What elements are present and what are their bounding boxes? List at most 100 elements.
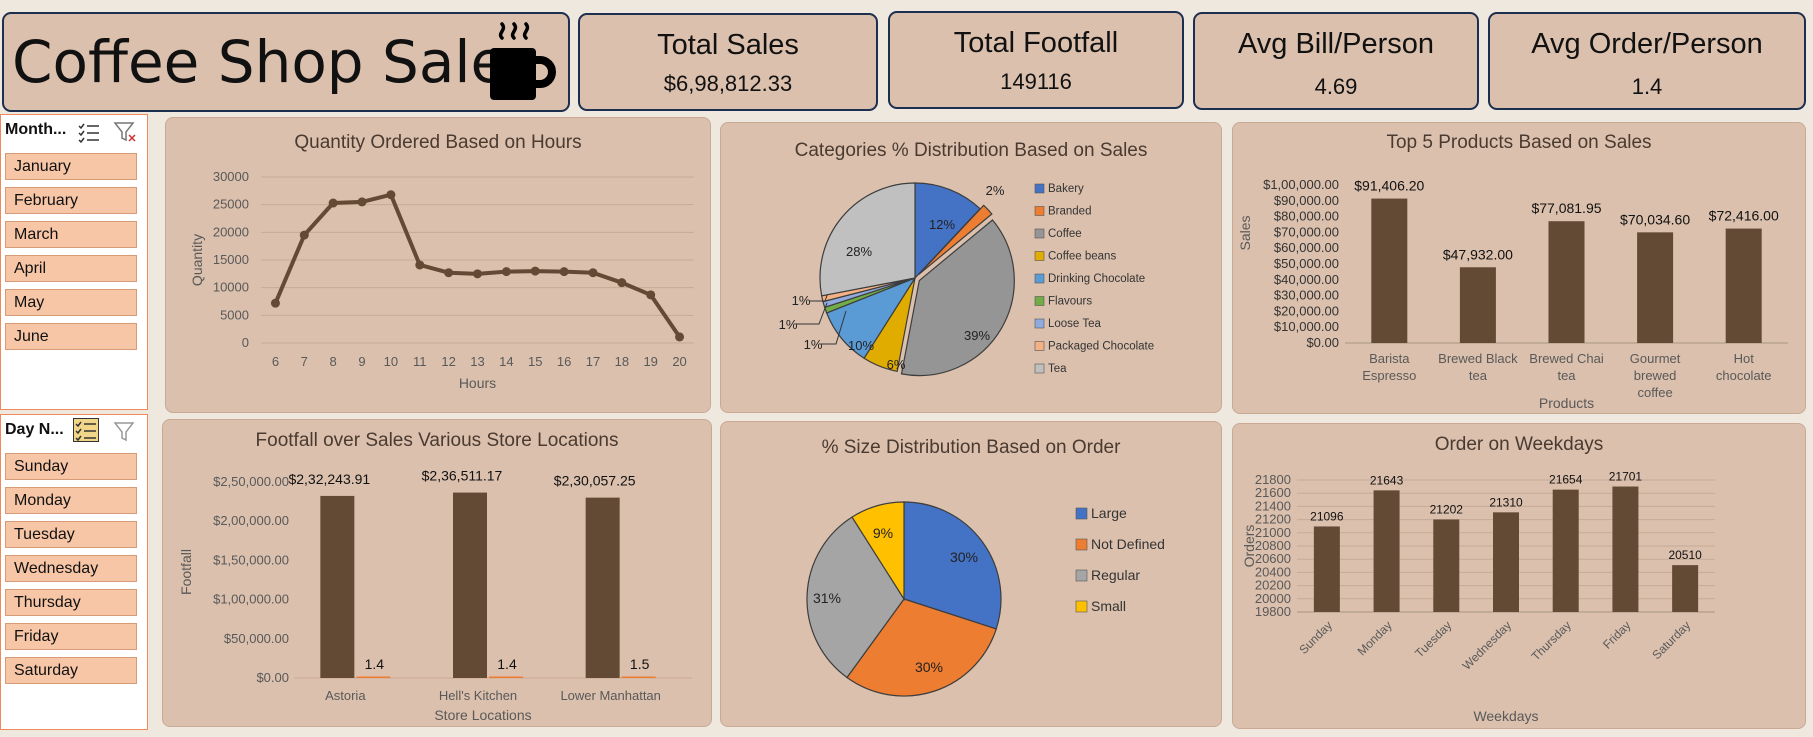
legend-swatch (1034, 341, 1045, 351)
data-label: $2,36,511.17 (422, 468, 503, 484)
data-label: 1% (792, 293, 811, 308)
line-chart: 0 5000 10000 15000 20000 25000 30000 6 7 8 9 10 11 12… (189, 169, 694, 391)
chart-title: % Size Distribution Based on Order (821, 437, 1121, 458)
legend-swatch (1034, 183, 1045, 194)
data-label: 1% (779, 317, 798, 332)
data-label: 6% (887, 357, 906, 372)
slicer-item-thursday[interactable]: Thursday (5, 589, 137, 616)
data-label: 21654 (1549, 473, 1583, 487)
multi-select-icon[interactable] (73, 418, 99, 442)
x-axis-title: Store Locations (434, 707, 531, 723)
slicer-item-february[interactable]: February (5, 187, 137, 214)
x-tick-label: 10 (384, 354, 398, 369)
x-tick-label: Barista (1369, 351, 1410, 366)
day-slicer: Day N... Sunday Monday Tuesday Wednesday Thu… (0, 414, 148, 730)
legend-swatch (1034, 318, 1045, 329)
slicer-item-march[interactable]: March (5, 221, 137, 248)
data-point (530, 266, 540, 276)
pie-slice (900, 219, 1015, 377)
bar (1433, 519, 1460, 612)
data-point (675, 332, 685, 342)
data-label: 21202 (1430, 502, 1464, 516)
month-slicer: Month... January February March April May Jun… (0, 114, 148, 410)
kpi-label: Total Sales (657, 29, 799, 61)
data-label: $72,416.00 (1709, 208, 1779, 224)
legend-label: Not Defined (1091, 536, 1165, 552)
multi-select-icon[interactable] (77, 121, 101, 143)
slicer-item-saturday[interactable]: Saturday (5, 657, 137, 684)
bar (1672, 565, 1699, 612)
data-label: $2,32,243.91 (288, 471, 370, 487)
slicer-item-may[interactable]: May (5, 289, 137, 316)
y-tick-label: 21400 (1255, 498, 1291, 513)
data-label: 1.4 (497, 656, 517, 672)
x-axis-title: Products (1539, 395, 1594, 411)
x-tick-label: 19 (643, 354, 657, 369)
x-tick-label: Espresso (1362, 368, 1416, 383)
slicer-item-june[interactable]: June (5, 323, 137, 350)
title-card: Coffee Shop Sales (2, 12, 570, 112)
slicer-item-tuesday[interactable]: Tuesday (5, 521, 137, 548)
y-tick-label: $2,50,000.00 (213, 474, 289, 489)
kpi-total-footfall: Total Footfall 149116 (888, 11, 1184, 109)
data-point (328, 198, 338, 208)
data-point (473, 269, 482, 279)
y-tick-label: $50,000.00 (224, 631, 289, 646)
bar (489, 676, 523, 678)
legend-swatch (1034, 363, 1045, 374)
chart-top5-products: Top 5 Products Based on Sales $0.00 $10,0… (1232, 122, 1806, 414)
pie-slice (851, 501, 905, 602)
chart-quantity-by-hours: Quantity Ordered Based on Hours 0 5000 100… (165, 117, 711, 413)
x-axis-title: Hours (459, 375, 496, 391)
data-point (617, 278, 627, 288)
data-label: $2,30,057.25 (554, 473, 636, 489)
y-tick-label: 20000 (213, 224, 249, 239)
y-tick-label: 20000 (1255, 591, 1291, 606)
legend-label: Tea (1048, 363, 1067, 375)
y-tick-label: 21000 (1255, 525, 1291, 540)
clear-filter-icon[interactable] (113, 121, 137, 143)
data-label: $91,406.20 (1354, 178, 1424, 194)
y-tick-label: 21600 (1255, 485, 1291, 500)
clear-filter-icon[interactable] (113, 421, 137, 443)
y-tick-label: 20600 (1255, 551, 1291, 566)
data-label: 21643 (1370, 473, 1404, 487)
bar-chart: $0.00$10,000.00$20,000.00$30,000.00$40,0… (1237, 177, 1788, 411)
chart-categories-distribution: Categories % Distribution Based on Sales… (720, 122, 1222, 413)
data-label: 30% (950, 549, 978, 565)
slicer-item-april[interactable]: April (5, 255, 137, 282)
slicer-item-friday[interactable]: Friday (5, 623, 137, 650)
data-point (386, 190, 396, 200)
chart-weekday-orders: Order on Weekdays 19800 20000 20200 20400 20… (1232, 423, 1806, 729)
x-tick-label: 6 (272, 354, 279, 369)
bar (1373, 490, 1400, 612)
bar (1313, 526, 1340, 612)
x-tick-label: 12 (441, 354, 455, 369)
y-tick-label: 20800 (1255, 538, 1291, 553)
data-point (357, 197, 367, 207)
y-axis-title: Sales (1237, 215, 1253, 250)
chart-title: Order on Weekdays (1434, 434, 1604, 455)
bar (1459, 267, 1496, 343)
y-tick-label: $2,00,000.00 (213, 513, 289, 528)
x-tick-label: Hot (1734, 351, 1755, 366)
slicer-item-sunday[interactable]: Sunday (5, 453, 137, 480)
slicer-item-january[interactable]: January (5, 153, 137, 180)
legend-label: Drinking Chocolate (1048, 273, 1145, 285)
data-point (559, 267, 569, 277)
legend-swatch (1034, 251, 1045, 261)
chart-title: Categories % Distribution Based on Sales (794, 140, 1148, 161)
slicer-item-wednesday[interactable]: Wednesday (5, 555, 137, 582)
y-tick-label: $70,000.00 (1274, 224, 1339, 239)
legend-label: Coffee beans (1048, 251, 1116, 263)
x-axis-title: Weekdays (1473, 708, 1538, 724)
legend-label: Branded (1048, 206, 1091, 218)
pie-slice (903, 501, 1002, 630)
leader-line (809, 292, 829, 302)
data-label: $77,081.95 (1531, 200, 1601, 216)
x-tick-label: Thursday (1529, 618, 1574, 663)
slicer-item-monday[interactable]: Monday (5, 487, 137, 514)
chart-size-distribution: % Size Distribution Based on Order 30% 30… (720, 421, 1222, 727)
bar (1637, 232, 1674, 343)
kpi-value: $6,98,812.33 (663, 71, 793, 96)
